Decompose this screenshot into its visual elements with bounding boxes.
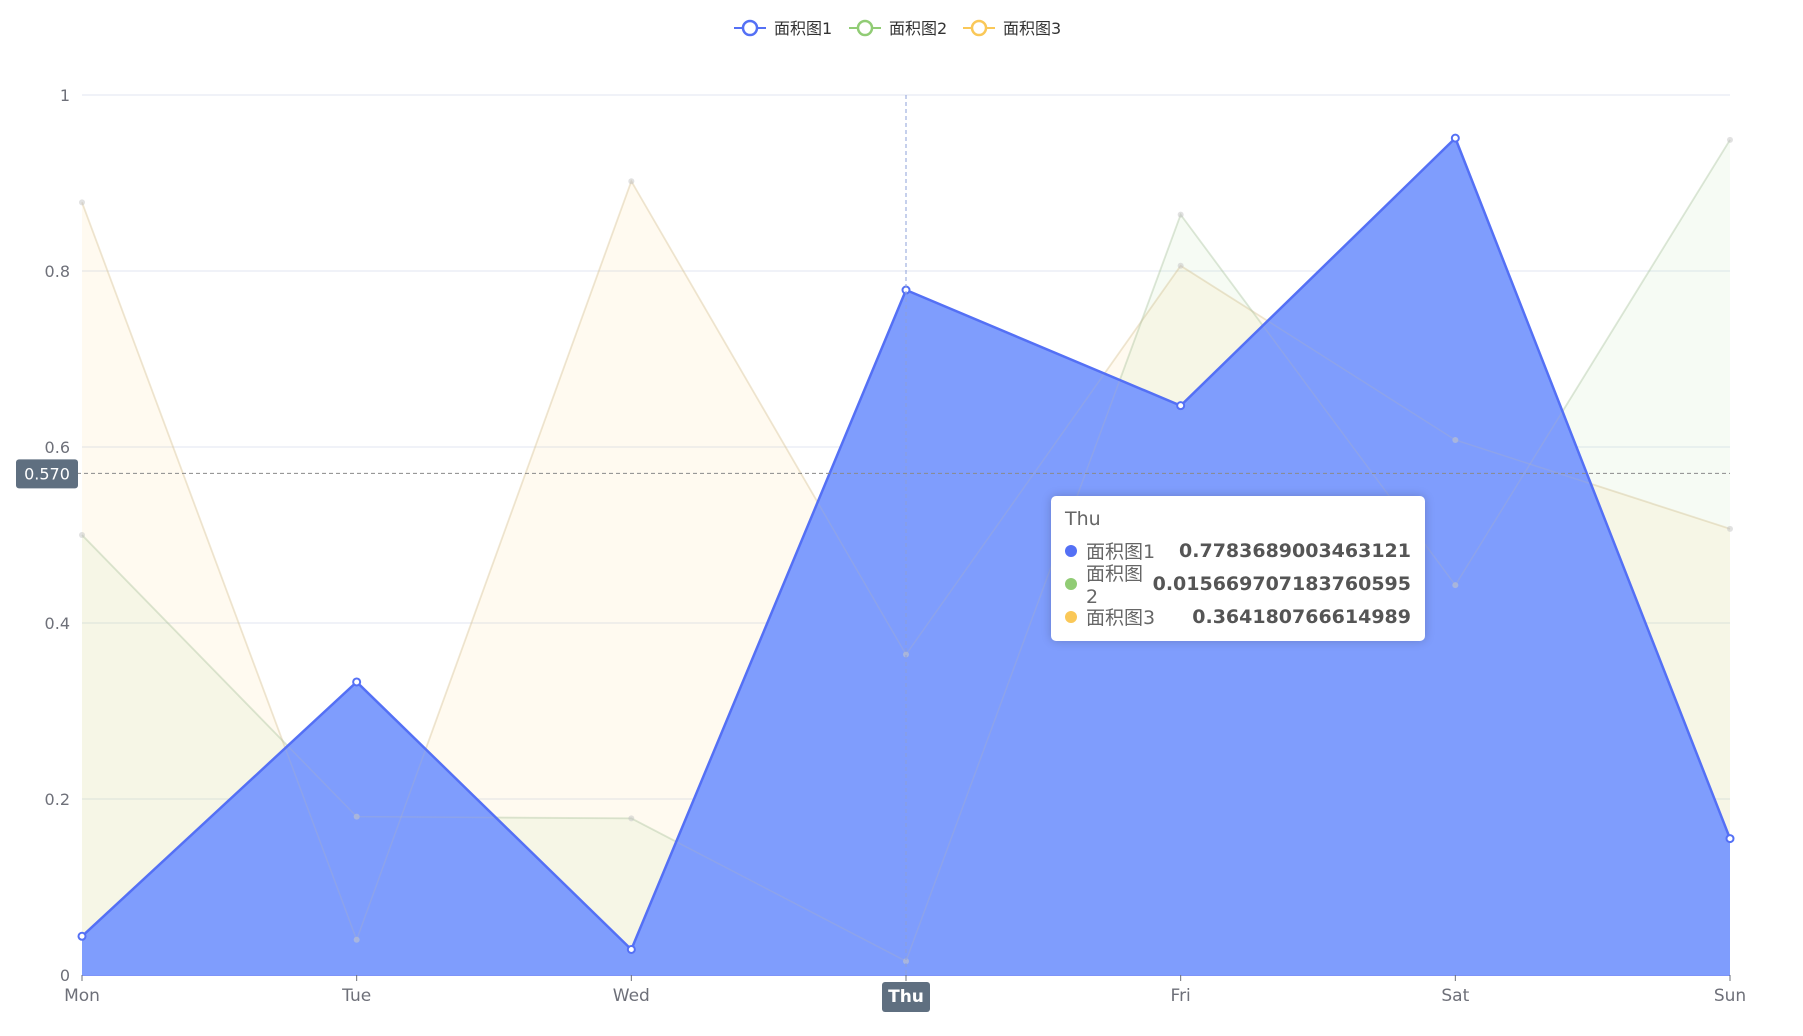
- legend-label[interactable]: 面积图1: [774, 19, 832, 38]
- x-tick-label: Fri: [1171, 986, 1191, 1006]
- series2-dot-icon: [1065, 577, 1077, 590]
- legend-label[interactable]: 面积图3: [1003, 19, 1061, 38]
- legend-circle-icon[interactable]: [970, 19, 988, 37]
- tooltip-series-name: 面积图1: [1086, 541, 1156, 563]
- x-tick-label: Wed: [613, 986, 650, 1006]
- y-tick-label: 0: [60, 966, 70, 985]
- y-tick-label: 0.2: [45, 790, 70, 809]
- series2-point: [79, 532, 85, 538]
- tooltip-row-series3: 面积图3 0.364180766614989: [1065, 600, 1411, 633]
- x-tick-label: Sun: [1714, 986, 1746, 1006]
- x-tick-label: Tue: [341, 986, 371, 1006]
- tooltip-series-value: 0.7783689003463121: [1179, 539, 1411, 562]
- pointer-x-badge: [882, 982, 930, 1012]
- pointer-x-label: Thu: [888, 987, 924, 1007]
- tooltip-series-name: 面积图2: [1086, 563, 1144, 608]
- series2-point: [1177, 211, 1184, 218]
- series3-point: [353, 936, 360, 943]
- tooltip: Thu 面积图1 0.7783689003463121 面积图2 0.01566…: [1051, 496, 1425, 641]
- series3-line-overlay: [81, 179, 1731, 942]
- pointer-y-badge: [16, 459, 78, 489]
- tooltip-series-value: 0.364180766614989: [1192, 605, 1411, 628]
- series1-point[interactable]: [77, 931, 87, 941]
- tooltip-series-value: 0.015669707183760595: [1152, 572, 1411, 595]
- series3-dot-icon: [1065, 610, 1077, 623]
- series2-line-overlay: [81, 139, 1731, 963]
- legend-circle-icon[interactable]: [741, 19, 759, 37]
- x-tick-label: Sat: [1441, 986, 1469, 1006]
- series1-dot-icon: [1065, 544, 1077, 557]
- series2-point: [1727, 136, 1733, 143]
- series3-point: [1727, 525, 1733, 532]
- series2-point: [353, 813, 360, 820]
- tooltip-title: Thu: [1065, 508, 1101, 530]
- x-tick-label: Mon: [64, 986, 100, 1006]
- series1-area: [82, 138, 1730, 975]
- series3-point: [1177, 262, 1184, 269]
- series2-point: [628, 815, 635, 822]
- series3-point: [1452, 436, 1459, 443]
- tooltip-series-name: 面积图3: [1086, 607, 1156, 629]
- series3-point: [628, 178, 635, 185]
- pointer-y-label: 0.570: [24, 464, 70, 483]
- series3-point: [903, 651, 909, 658]
- legend-circle-icon[interactable]: [856, 19, 874, 37]
- series1-point[interactable]: [1725, 834, 1735, 844]
- series2-point: [1452, 582, 1459, 589]
- y-tick-label: 1: [60, 86, 70, 105]
- y-tick-label: 0.6: [45, 438, 70, 457]
- legend-label[interactable]: 面积图2: [889, 19, 947, 38]
- y-tick-label: 0.8: [45, 262, 70, 281]
- series1-point[interactable]: [1176, 401, 1186, 411]
- series1-point[interactable]: [626, 944, 636, 954]
- series1-point[interactable]: [352, 677, 362, 687]
- tooltip-row-series2: 面积图2 0.015669707183760595: [1065, 563, 1411, 608]
- y-tick-label: 0.4: [45, 614, 70, 633]
- series3-point: [79, 199, 85, 206]
- tooltip-row-series1: 面积图1 0.7783689003463121: [1065, 534, 1411, 567]
- series2-point: [903, 958, 909, 965]
- series1-point[interactable]: [1450, 133, 1460, 143]
